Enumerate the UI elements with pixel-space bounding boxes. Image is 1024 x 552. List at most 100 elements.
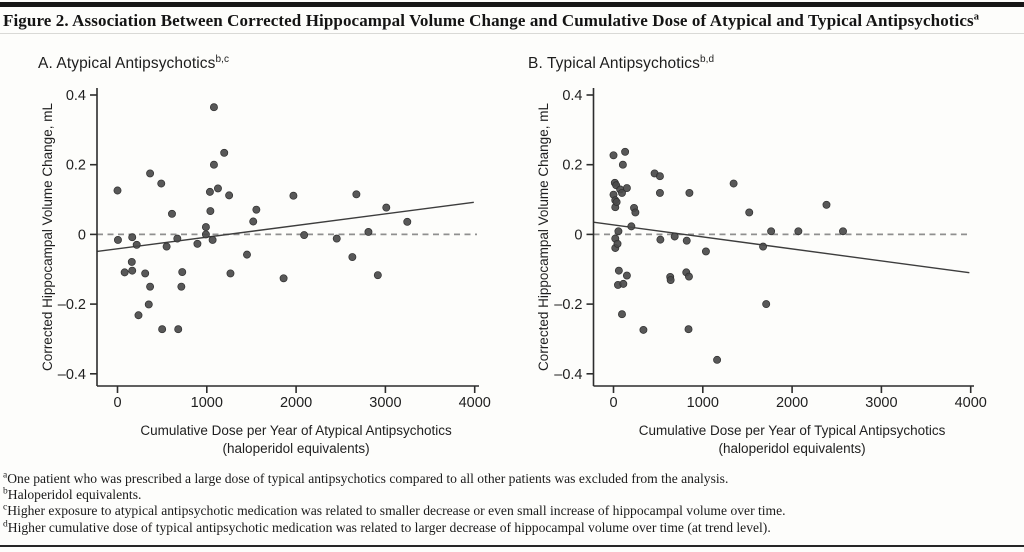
data-point <box>762 300 771 309</box>
data-point <box>701 247 710 256</box>
data-points <box>609 147 847 364</box>
y-tick-label: 0.4 <box>562 88 582 104</box>
data-point <box>656 235 665 244</box>
data-point <box>279 274 288 283</box>
data-point <box>655 172 664 181</box>
data-point <box>113 186 122 195</box>
data-point <box>685 188 694 197</box>
data-point <box>713 355 722 364</box>
y-tick-label: –0.2 <box>58 297 86 313</box>
data-point <box>666 276 675 285</box>
panel-b-title-superscript: b,d <box>699 54 715 65</box>
data-point <box>729 179 738 188</box>
data-point <box>670 232 679 241</box>
y-tick-label: –0.4 <box>58 367 86 383</box>
data-point <box>220 148 229 157</box>
data-point <box>332 234 341 243</box>
data-point <box>158 325 167 334</box>
data-point <box>205 187 214 196</box>
data-point <box>631 208 640 217</box>
data-point <box>685 272 693 281</box>
data-point <box>373 271 382 280</box>
top-rule <box>0 2 1024 7</box>
data-point <box>622 271 631 280</box>
footnote-a: aOne patient who was prescribed a large … <box>3 471 1021 487</box>
data-point <box>134 311 143 320</box>
trend-line <box>96 201 474 253</box>
x-tick-label: 2000 <box>280 395 312 411</box>
data-point <box>767 227 776 236</box>
y-tick-label: 0.2 <box>562 158 582 174</box>
footnote-b: bHaloperidol equivalents. <box>3 487 1021 503</box>
footnote-a-marker: a <box>3 470 8 481</box>
data-point <box>794 227 803 236</box>
x-axis-label-line2: (haloperidol equivalents) <box>719 441 866 456</box>
data-point <box>201 230 210 239</box>
x-tick-label: 2000 <box>776 395 808 411</box>
data-point <box>618 310 626 319</box>
axes <box>586 88 974 393</box>
data-point <box>822 200 831 209</box>
data-point <box>193 239 202 248</box>
data-point <box>252 205 261 214</box>
data-point <box>655 188 664 197</box>
data-point <box>113 236 122 244</box>
x-tick-label: 3000 <box>369 395 401 411</box>
data-point <box>128 266 137 275</box>
data-point <box>618 188 626 197</box>
data-point <box>208 236 217 244</box>
data-point <box>146 169 155 178</box>
data-point <box>249 217 258 226</box>
footnote-c-marker: c <box>3 502 8 513</box>
data-point <box>201 223 210 232</box>
data-point <box>619 279 628 288</box>
data-point <box>682 236 691 245</box>
data-point <box>352 190 361 199</box>
data-points <box>113 103 412 334</box>
x-axis-label-line2: (haloperidol equivalents) <box>223 441 370 456</box>
data-point <box>225 191 234 200</box>
data-point <box>759 242 768 251</box>
data-point <box>157 179 166 188</box>
data-point <box>174 325 183 334</box>
data-point <box>173 234 182 243</box>
data-point <box>127 257 136 266</box>
figure-title-text: Figure 2. Association Between Corrected … <box>3 11 974 30</box>
x-tick-label: 4000 <box>955 395 987 411</box>
figure-title-superscript: a <box>973 11 980 23</box>
y-tick-label: 0 <box>574 227 582 243</box>
panel-a-title-text: A. Atypical Antipsychotics <box>38 55 216 73</box>
x-axis-label-line1: Cumulative Dose per Year of Atypical Ant… <box>140 423 452 438</box>
data-point <box>348 253 357 262</box>
data-point <box>168 209 176 218</box>
y-tick-label: 0.4 <box>66 88 86 104</box>
footnote-d-marker: d <box>3 519 8 530</box>
x-tick-label: 1000 <box>191 395 223 411</box>
y-axis-label: Corrected Hippocampal Volume Change, mL <box>536 103 551 371</box>
y-tick-label: 0 <box>78 227 86 243</box>
footnotes: aOne patient who was prescribed a large … <box>3 471 1021 536</box>
data-point <box>639 325 648 334</box>
data-point <box>177 282 186 291</box>
data-point <box>226 269 235 278</box>
data-point <box>627 222 636 231</box>
data-point <box>300 231 309 240</box>
data-point <box>209 103 218 112</box>
data-point <box>120 268 129 277</box>
data-point <box>745 208 754 217</box>
data-point <box>128 233 137 242</box>
data-point <box>622 184 631 192</box>
data-point <box>609 151 618 160</box>
footnote-a-text: One patient who was prescribed a large d… <box>7 471 729 486</box>
footnote-d-text: Higher cumulative dose of typical antips… <box>7 519 771 535</box>
panel-a-title: A. Atypical Antipsychoticsb,c <box>38 54 229 73</box>
data-point <box>214 184 222 193</box>
x-tick-label: 0 <box>609 395 617 411</box>
footnote-b-text: Haloperidol equivalents. <box>7 487 142 503</box>
data-point <box>614 227 623 236</box>
data-point <box>364 228 373 236</box>
y-tick-label: –0.2 <box>554 297 582 313</box>
data-point <box>206 207 215 216</box>
x-tick-label: 0 <box>113 395 121 411</box>
title-divider <box>0 33 1024 34</box>
